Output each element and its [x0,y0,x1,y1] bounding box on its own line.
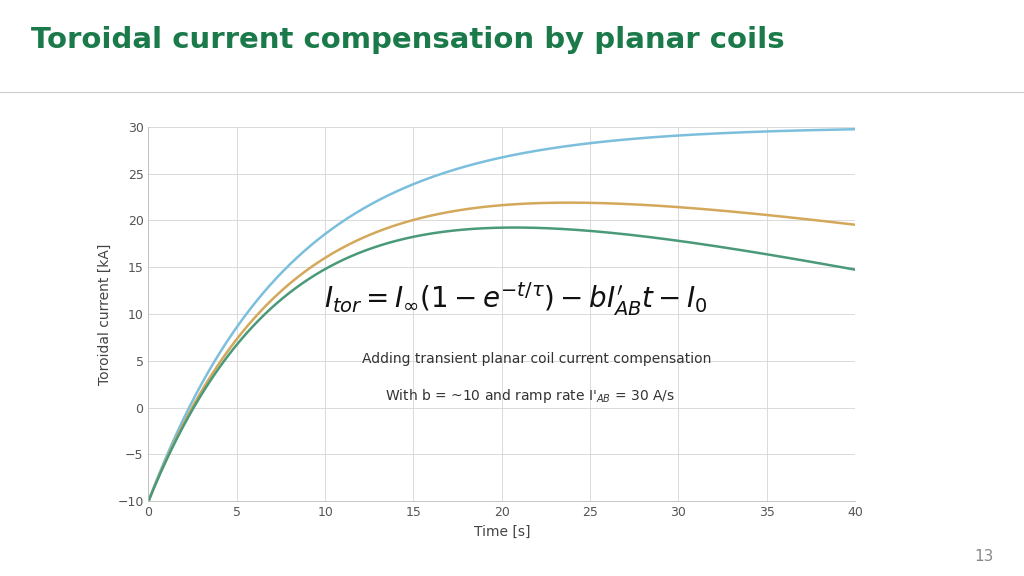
Text: $I_{tor} = I_{\infty}\left(1 - e^{-t/\tau}\right) - bI_{AB}^{\prime}t - I_0$: $I_{tor} = I_{\infty}\left(1 - e^{-t/\ta… [324,280,708,318]
Text: With b = ~10 and ramp rate I'$_{AB}$ = 30 A/s: With b = ~10 and ramp rate I'$_{AB}$ = 3… [385,387,675,406]
X-axis label: Time [s]: Time [s] [473,525,530,539]
Text: Toroidal current compensation by planar coils: Toroidal current compensation by planar … [31,26,784,54]
Y-axis label: Toroidal current [kA]: Toroidal current [kA] [97,243,112,385]
Text: Adding transient planar coil current compensation: Adding transient planar coil current com… [362,352,712,366]
Text: 13: 13 [974,550,993,564]
